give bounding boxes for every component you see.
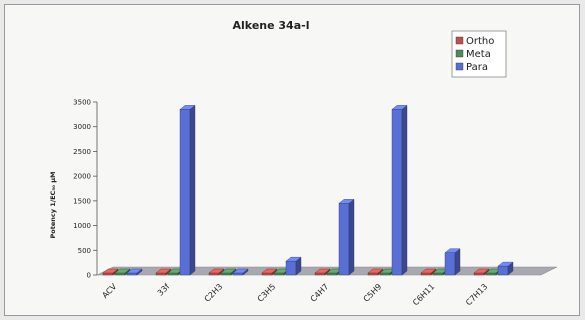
y-tick-label: 1000 bbox=[73, 222, 91, 230]
bar-side bbox=[454, 248, 461, 276]
bar-front bbox=[314, 272, 326, 276]
bar-front bbox=[102, 272, 114, 276]
bar-front bbox=[155, 272, 167, 276]
y-tick-label: 3500 bbox=[73, 99, 91, 107]
y-tick-label: 500 bbox=[78, 247, 91, 255]
bar-meta-acv bbox=[114, 268, 131, 276]
x-tick-label: C2H3 bbox=[203, 282, 225, 304]
bar-top bbox=[155, 268, 172, 274]
bar-para-c6h11 bbox=[444, 248, 461, 276]
legend-swatch bbox=[455, 49, 464, 58]
bar-front bbox=[391, 109, 403, 276]
bar-para-c3h5 bbox=[285, 256, 302, 276]
bar-para-acv bbox=[126, 268, 143, 276]
bar-front bbox=[497, 265, 509, 276]
bar-side bbox=[348, 198, 355, 276]
x-tick-label: C4H7 bbox=[309, 282, 331, 304]
chart-title: Alkene 34a-l bbox=[233, 19, 310, 32]
bar-top bbox=[391, 105, 408, 110]
bar-top bbox=[314, 268, 331, 274]
y-tick-label: 1500 bbox=[73, 197, 91, 205]
bar-front bbox=[273, 272, 285, 276]
bar-side bbox=[189, 104, 196, 276]
bar-front bbox=[285, 260, 297, 276]
legend-swatch bbox=[455, 62, 464, 71]
legend-swatch bbox=[455, 36, 464, 45]
x-tick-label: C6H11 bbox=[411, 282, 436, 307]
x-tick-label: C3H5 bbox=[256, 282, 278, 304]
bar-top bbox=[420, 268, 437, 274]
bar-para-c7h13 bbox=[497, 261, 514, 276]
bar-top bbox=[102, 268, 119, 274]
y-axis-label: Potency 1/EC₅₀ µM bbox=[49, 171, 57, 238]
bar-ortho-c4h7 bbox=[314, 268, 331, 276]
x-tick-label: C7H13 bbox=[464, 282, 489, 307]
bar-top bbox=[497, 261, 514, 267]
bar-top bbox=[114, 268, 131, 274]
bar-ortho-33f bbox=[155, 268, 172, 276]
bar-top bbox=[444, 248, 461, 253]
chart-area: Alkene 34a-l 0 500 1000 1500 2000 2500 3000 350… bbox=[4, 4, 580, 316]
bar-para-c5h9 bbox=[391, 104, 408, 276]
bar-side bbox=[401, 104, 408, 276]
x-axis-labels: ACV 33f C2H3 C3H5 C4H7 C5H9 C6H11 C7H13 bbox=[100, 282, 489, 308]
legend: Ortho Meta Para bbox=[451, 30, 507, 78]
bar-ortho-acv bbox=[102, 268, 119, 276]
bar-front bbox=[114, 272, 126, 276]
bar-front bbox=[473, 272, 485, 276]
legend-label: Ortho bbox=[466, 36, 494, 47]
bar-para-33f bbox=[179, 104, 196, 276]
bar-front bbox=[444, 252, 456, 276]
bar-para-c4h7 bbox=[338, 198, 355, 276]
bar-ortho-c2h3 bbox=[208, 268, 225, 276]
bar-front bbox=[261, 272, 273, 276]
y-tick-label: 2000 bbox=[73, 173, 91, 181]
bar-meta-c2h3 bbox=[220, 268, 237, 276]
bar-top bbox=[232, 268, 249, 274]
bar-ortho-c7h13 bbox=[473, 268, 490, 276]
y-axis: 0 500 1000 1500 2000 2500 3000 3500 bbox=[73, 99, 98, 280]
bar-front bbox=[379, 272, 391, 276]
bar-front bbox=[420, 272, 432, 276]
legend-label: Para bbox=[466, 62, 488, 73]
bar-top bbox=[367, 268, 384, 274]
bar-top bbox=[126, 268, 143, 274]
bar-front bbox=[232, 272, 244, 276]
bar-front bbox=[367, 272, 379, 276]
bar-top bbox=[179, 105, 196, 110]
bar-ortho-c6h11 bbox=[420, 268, 437, 276]
bar-front bbox=[220, 272, 232, 276]
bar-front bbox=[208, 272, 220, 276]
bar-para-c2h3 bbox=[232, 268, 249, 276]
x-tick-label: 33f bbox=[156, 282, 172, 298]
legend-label: Meta bbox=[466, 49, 491, 60]
y-tick-label: 2500 bbox=[73, 148, 91, 156]
bar-front bbox=[126, 272, 138, 276]
bar-top bbox=[261, 268, 278, 274]
bar-top bbox=[208, 268, 225, 274]
chart-svg: Alkene 34a-l 0 500 1000 1500 2000 2500 3000 350… bbox=[49, 19, 558, 308]
x-tick-label: ACV bbox=[100, 282, 118, 300]
bar-front bbox=[432, 272, 444, 276]
bar-front bbox=[338, 203, 350, 276]
bar-front bbox=[326, 272, 338, 276]
x-tick-label: C5H9 bbox=[362, 282, 384, 304]
bar-top bbox=[220, 268, 237, 274]
y-tick-label: 0 bbox=[87, 272, 91, 280]
bar-top bbox=[473, 268, 490, 274]
bar-front bbox=[485, 272, 497, 276]
bar-front bbox=[179, 109, 191, 276]
bar-top bbox=[285, 256, 302, 262]
bar-top bbox=[338, 199, 355, 204]
y-tick-label: 3000 bbox=[73, 123, 91, 131]
bar-front bbox=[167, 272, 179, 276]
bar-ortho-c5h9 bbox=[367, 268, 384, 276]
bars bbox=[102, 104, 514, 276]
